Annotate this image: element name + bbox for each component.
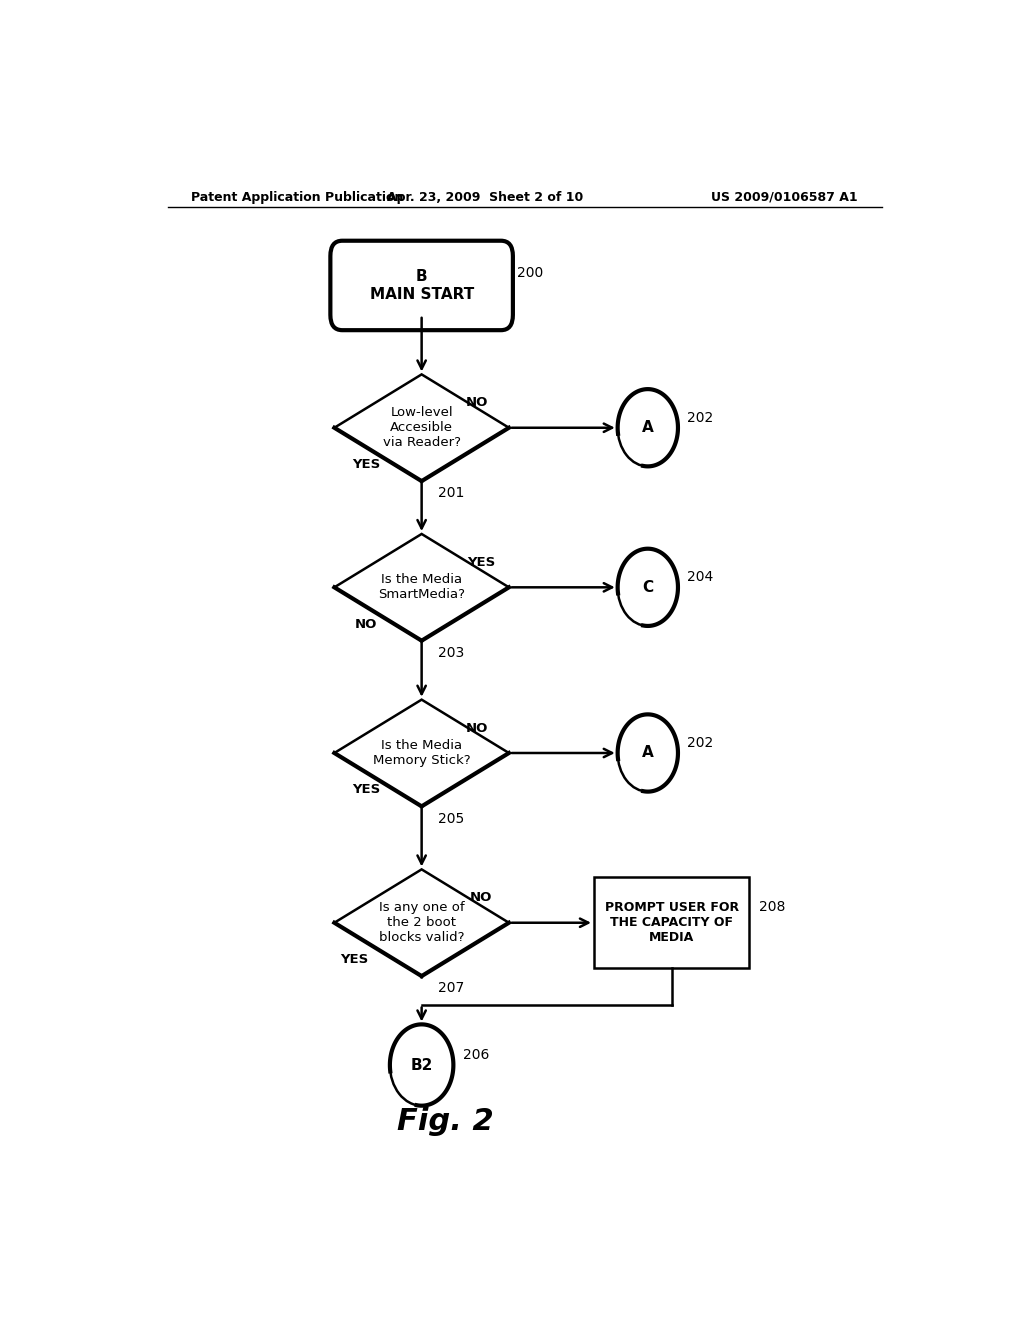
Text: 203: 203 [437,645,464,660]
Text: B2: B2 [411,1057,433,1073]
Text: Apr. 23, 2009  Sheet 2 of 10: Apr. 23, 2009 Sheet 2 of 10 [387,191,584,203]
Text: A: A [642,420,653,436]
Polygon shape [334,870,509,975]
Text: YES: YES [352,784,380,796]
Text: YES: YES [340,953,369,966]
Circle shape [617,549,678,626]
Text: Is the Media
SmartMedia?: Is the Media SmartMedia? [378,573,465,602]
Text: 202: 202 [687,411,714,425]
Text: PROMPT USER FOR
THE CAPACITY OF
MEDIA: PROMPT USER FOR THE CAPACITY OF MEDIA [604,902,738,944]
Text: YES: YES [467,556,496,569]
Polygon shape [334,535,509,640]
Text: 206: 206 [463,1048,489,1061]
Text: B
MAIN START: B MAIN START [370,269,474,302]
Circle shape [617,714,678,792]
Text: Is any one of
the 2 boot
blocks valid?: Is any one of the 2 boot blocks valid? [379,902,465,944]
Text: A: A [642,746,653,760]
Text: NO: NO [466,722,488,735]
Text: 207: 207 [437,981,464,995]
Text: Is the Media
Memory Stick?: Is the Media Memory Stick? [373,739,470,767]
Text: C: C [642,579,653,595]
Circle shape [617,389,678,466]
Text: 201: 201 [437,486,464,500]
Polygon shape [334,700,509,807]
Text: 208: 208 [759,900,785,915]
Text: NO: NO [355,618,377,631]
Text: 204: 204 [687,570,714,585]
FancyBboxPatch shape [331,240,513,330]
Text: Patent Application Publication: Patent Application Publication [191,191,403,203]
Text: NO: NO [470,891,493,904]
Text: YES: YES [352,458,380,471]
Text: NO: NO [466,396,488,409]
Text: 200: 200 [517,267,543,280]
Polygon shape [334,375,509,480]
Circle shape [390,1024,454,1106]
Text: 205: 205 [437,812,464,825]
Text: Fig. 2: Fig. 2 [397,1107,494,1137]
Text: US 2009/0106587 A1: US 2009/0106587 A1 [712,191,858,203]
Text: 202: 202 [687,735,714,750]
Text: Low-level
Accesible
via Reader?: Low-level Accesible via Reader? [383,407,461,449]
Bar [594,876,750,969]
